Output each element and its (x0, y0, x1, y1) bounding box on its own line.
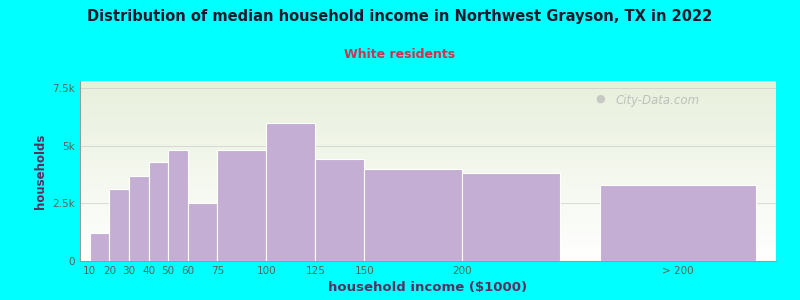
Bar (462, 173, 560, 261)
Bar (218, 150, 266, 261)
Text: ●: ● (595, 94, 605, 103)
Y-axis label: households: households (34, 133, 47, 209)
X-axis label: household income ($1000): household income ($1000) (329, 281, 527, 294)
Bar (364, 169, 462, 261)
Bar (599, 185, 756, 261)
Bar (315, 160, 364, 261)
Bar (90, 233, 110, 261)
Text: City-Data.com: City-Data.com (616, 94, 700, 106)
Bar (149, 162, 168, 261)
Bar (266, 122, 315, 261)
Text: White residents: White residents (345, 48, 455, 61)
Bar (188, 203, 218, 261)
Bar (168, 150, 188, 261)
Text: Distribution of median household income in Northwest Grayson, TX in 2022: Distribution of median household income … (87, 9, 713, 24)
Bar (129, 176, 149, 261)
Bar (110, 190, 129, 261)
